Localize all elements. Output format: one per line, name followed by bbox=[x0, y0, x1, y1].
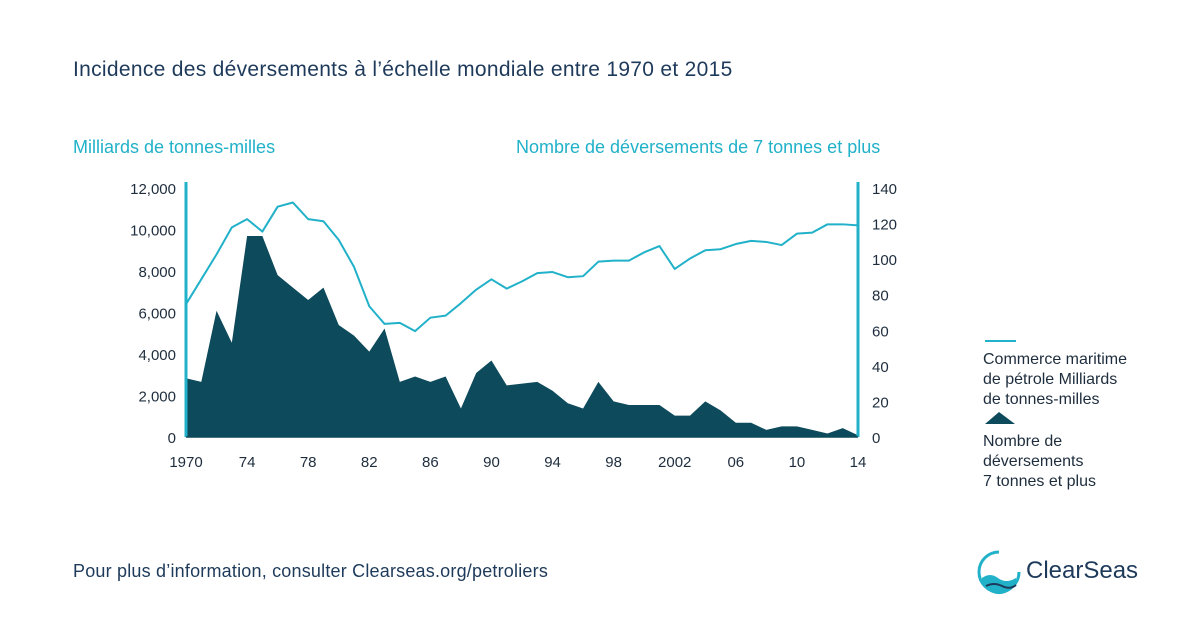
right-tick-label: 120 bbox=[872, 217, 897, 234]
left-axis-title: Milliards de tonnes-milles bbox=[73, 137, 276, 157]
logo-wordmark: ClearSeas bbox=[1026, 557, 1139, 584]
x-tick-label: 10 bbox=[789, 454, 806, 471]
right-tick-label: 60 bbox=[872, 323, 889, 340]
footer-link-text: Pour plus d’information, consulter Clear… bbox=[73, 561, 549, 581]
tick-labels-layer: 0 2,000 4,000 6,000 8,000 10,000 12,000 0 20 40 60… bbox=[130, 181, 897, 471]
legend-line-label: Commerce maritime de pétrole Milliards d… bbox=[983, 351, 1128, 408]
x-tick-label: 82 bbox=[361, 454, 378, 471]
left-tick-label: 4,000 bbox=[138, 347, 176, 364]
x-tick-label: 86 bbox=[422, 454, 439, 471]
legend-line-swatch bbox=[985, 340, 1016, 342]
x-tick-label: 98 bbox=[605, 454, 622, 471]
left-tick-label: 12,000 bbox=[130, 181, 176, 198]
legend-area-swatch bbox=[985, 412, 1015, 424]
x-tick-label: 1970 bbox=[169, 454, 202, 471]
legend-area-label: Nombre de déversements 7 tonnes et plus bbox=[983, 433, 1096, 490]
right-tick-label: 0 bbox=[872, 430, 880, 447]
right-tick-label: 80 bbox=[872, 288, 889, 305]
spill-area-layer bbox=[186, 236, 858, 437]
right-axis-title: Nombre de déversements de 7 tonnes et pl… bbox=[516, 137, 881, 157]
left-tick-label: 6,000 bbox=[138, 306, 176, 323]
axes-layer bbox=[184, 182, 860, 438]
trade-line-layer bbox=[185, 201, 859, 333]
x-tick-label: 06 bbox=[727, 454, 744, 471]
clearseas-logo: ClearSeas bbox=[976, 548, 1146, 596]
wave-logo-icon bbox=[977, 550, 1021, 595]
x-tick-label: 74 bbox=[239, 454, 256, 471]
left-tick-label: 8,000 bbox=[138, 264, 176, 281]
left-tick-label: 10,000 bbox=[130, 223, 176, 240]
x-tick-label: 2002 bbox=[658, 454, 691, 471]
spill-area bbox=[186, 236, 858, 437]
trade-line bbox=[185, 201, 859, 333]
right-tick-label: 140 bbox=[872, 181, 897, 198]
right-tick-label: 100 bbox=[872, 252, 897, 269]
right-tick-label: 20 bbox=[872, 394, 889, 411]
left-tick-label: 2,000 bbox=[138, 389, 176, 406]
x-tick-label: 14 bbox=[850, 454, 867, 471]
x-tick-label: 78 bbox=[300, 454, 317, 471]
x-tick-label: 94 bbox=[544, 454, 561, 471]
right-tick-label: 40 bbox=[872, 359, 889, 376]
chart-title: Incidence des déversements à l’échelle m… bbox=[73, 58, 733, 81]
x-tick-label: 90 bbox=[483, 454, 500, 471]
left-tick-label: 0 bbox=[168, 430, 176, 447]
